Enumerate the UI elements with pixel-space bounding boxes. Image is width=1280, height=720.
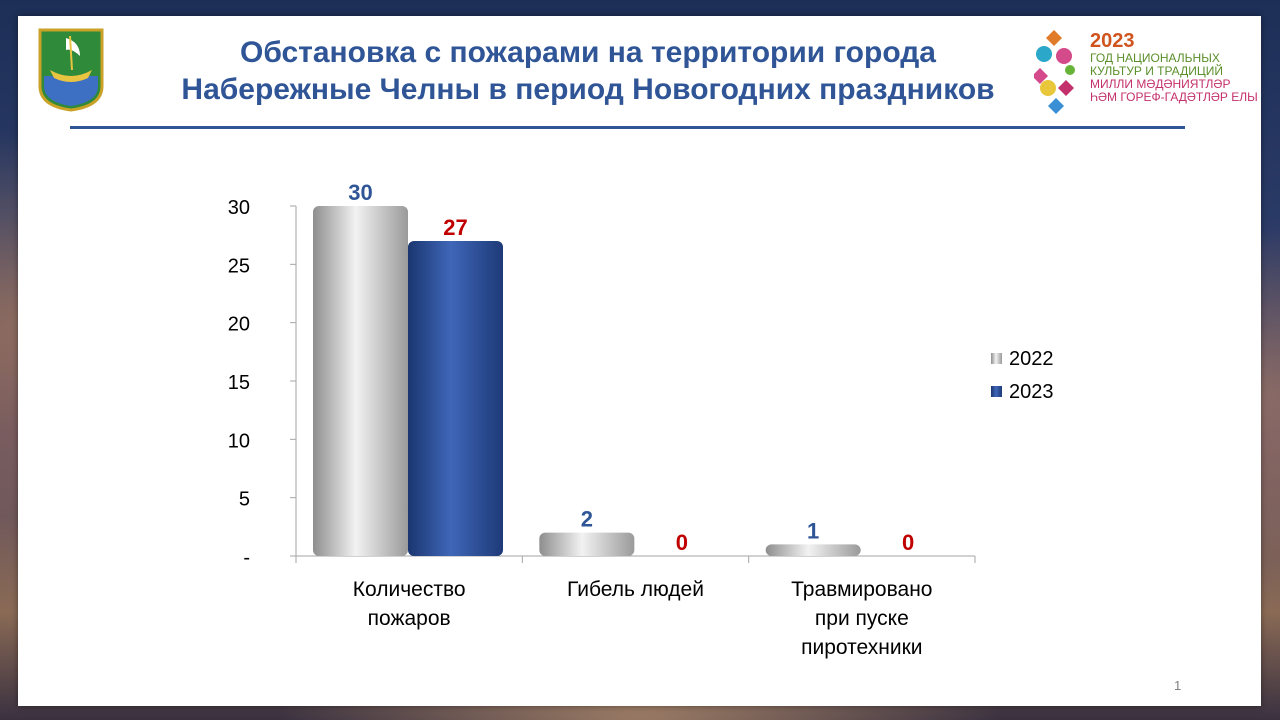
data-label-2022: 2 [581,507,593,532]
category-label: пиротехники [801,636,922,659]
year-of-cultures-logo: 2023 ГОД НАЦИОНАЛЬНЫХ КУЛЬТУР И ТРАДИЦИЙ… [1034,24,1258,119]
data-label-2022: 1 [807,518,819,543]
legend-swatch-2022 [991,353,1002,364]
y-tick-label: 30 [228,197,250,219]
data-label-2023: 0 [676,530,688,555]
logo-year: 2023 [1090,30,1135,52]
legend-label-2022: 2022 [1009,348,1054,370]
ornament-icon [1034,30,1075,114]
bar-2023 [408,241,503,556]
bar-2022 [313,206,408,556]
slide: Обстановка с пожарами на территории горо… [18,16,1261,706]
category-label: при пуске [815,607,909,630]
y-tick-label: 25 [228,255,250,277]
y-tick-label: 15 [228,372,250,394]
logo-line-3: МИЛЛИ МӘДӘНИЯТЛӘР [1090,77,1231,91]
bar-2022 [539,532,635,556]
category-label: Количество [353,578,466,601]
y-tick-label: - [243,547,250,569]
y-tick-label: 10 [228,430,250,452]
data-label-2023: 0 [902,530,914,555]
title-line-2: Набережные Челны в период Новогодних пра… [181,73,995,106]
data-label-2022: 30 [348,180,372,205]
category-label: пожаров [368,607,451,630]
data-label-2023: 27 [443,215,467,240]
category-label: Травмировано [791,578,932,601]
category-label: Гибель людей [567,578,704,601]
title-divider [70,126,1185,129]
y-tick-label: 20 [228,314,250,336]
bar-2022 [765,544,861,556]
logo-line-1: ГОД НАЦИОНАЛЬНЫХ [1090,51,1220,65]
slide-title: Обстановка с пожарами на территории горо… [108,34,1068,108]
logo-line-2: КУЛЬТУР И ТРАДИЦИЙ [1090,64,1223,78]
city-emblem-icon [38,28,104,112]
page-number: 1 [1174,678,1182,693]
title-line-1: Обстановка с пожарами на территории горо… [239,36,936,69]
y-tick-label: 5 [239,489,250,511]
legend-swatch-2023 [991,386,1002,397]
bar-chart: -510152025303027Количествопожаров20Гибел… [228,180,1054,659]
logo-line-4: ҺӘМ ГОРЕФ-ГАДӘТЛӘР ЕЛЫ [1090,90,1258,104]
legend-label-2023: 2023 [1009,381,1054,403]
